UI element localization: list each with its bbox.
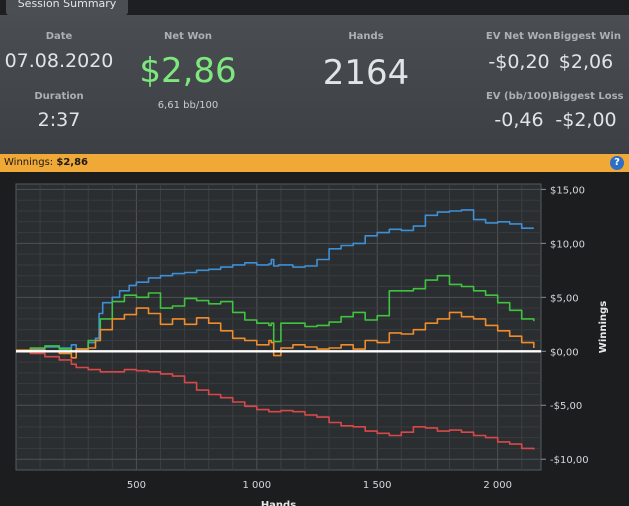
y-tick-label: $0,00 [550,347,579,358]
x-tick-label: 1 500 [363,480,392,491]
y-axis-title: Winnings [598,301,609,353]
tab-session-summary[interactable]: Session Summary [6,0,128,15]
ev-net-won-label: EV Net Won [485,31,553,42]
ev-bb-label: EV (bb/100) [485,91,553,102]
series-line-net-won [16,274,535,353]
chart-series [16,209,535,450]
y-tick-label: $15,00 [550,185,585,196]
duration-value: 2:37 [37,109,81,131]
biggest-win-value: $2,06 [558,51,614,73]
tab-bar: Session Summary [0,0,629,15]
date-label: Date [45,31,73,42]
hands-value: 2164 [322,53,410,93]
winnings-chart-svg: $15,00 $10,00 $5,00 $0,00 -$5,00 -$10,00 500 1 … [15,183,609,506]
plot-area [15,183,542,471]
series-line-all-in-ev [16,209,534,353]
bb-per-100-value: 6,61 bb/100 [157,100,219,111]
y-tick-label: $10,00 [550,239,585,250]
biggest-loss-value: -$2,00 [555,109,617,131]
ev-bb-value: -0,46 [494,109,544,131]
net-won-label: Net Won [163,31,213,42]
series-line-non-showdown [16,350,535,450]
y-tick-label: -$10,00 [550,455,589,466]
net-won-value: $2,86 [139,51,237,91]
chart-grid [15,183,542,471]
x-tick-label: 2 000 [483,480,512,491]
duration-label: Duration [34,91,84,102]
help-icon[interactable]: ? [610,156,624,170]
biggest-loss-label: Biggest Loss [552,91,624,102]
x-axis-title: Hands [261,500,296,506]
winnings-value: $2,86 [56,157,88,168]
winnings-chart: $15,00 $10,00 $5,00 $0,00 -$5,00 -$10,00 500 1 … [0,172,629,506]
date-value: 07.08.2020 [4,50,114,72]
y-tick-label: -$5,00 [550,401,582,412]
session-summary-panel: Date 07.08.2020 Duration 2:37 Net Won $2… [0,15,629,154]
chart-axes: $15,00 $10,00 $5,00 $0,00 -$5,00 -$10,00 500 1 … [16,185,609,506]
biggest-win-label: Biggest Win [553,31,621,42]
y-tick-label: $5,00 [550,293,579,304]
series-line-showdown [16,307,535,359]
hands-label: Hands [348,31,384,42]
winnings-bar: Winnings: $2,86 ? [0,154,629,172]
ev-net-won-value: -$0,20 [488,51,550,73]
x-tick-label: 1 000 [243,480,272,491]
winnings-label: Winnings: [4,157,54,168]
x-tick-label: 500 [127,480,146,491]
